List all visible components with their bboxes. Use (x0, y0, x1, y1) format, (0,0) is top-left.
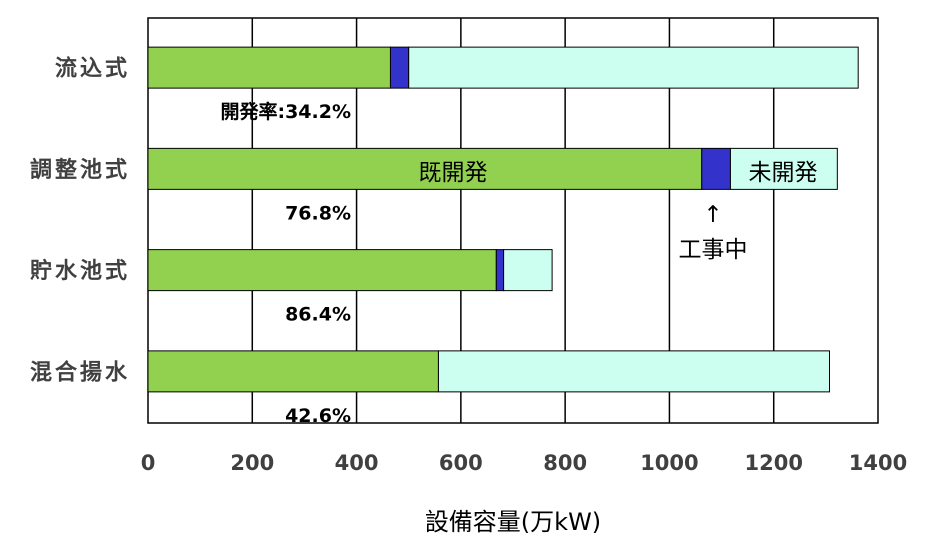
development-rate-label: 開発率:34.2% (220, 100, 351, 123)
developed-in-bar-label: 既開発 (419, 160, 488, 186)
bar-segment-under-construction (495, 249, 505, 292)
x-tick-label: 1000 (640, 451, 698, 475)
x-axis-title: 設備容量(万kW) (425, 508, 601, 536)
x-tick-label: 400 (335, 451, 379, 475)
bars (147, 46, 859, 393)
bar-segment-undeveloped (437, 350, 831, 393)
bar-segment-undeveloped (503, 249, 553, 292)
category-label: 混合揚水 (30, 359, 130, 385)
under-construction-arrow: ↑ (703, 202, 722, 228)
x-tick-label: 800 (543, 451, 587, 475)
x-tick-label: 1200 (744, 451, 802, 475)
bar-segment-under-construction (701, 147, 731, 190)
x-tick-labels: 0 200 400 600 800 1000 1200 1400 (141, 451, 908, 475)
bar-segment-undeveloped (408, 46, 859, 89)
undeveloped-in-bar-label: 未開発 (749, 160, 818, 186)
bar-segment-developed (147, 46, 391, 89)
category-label: 調整池式 (30, 157, 130, 183)
category-label: 流込式 (55, 56, 130, 82)
bar-segment-developed (147, 249, 497, 292)
development-rate-label: 42.6% (285, 405, 351, 427)
x-tick-label: 1400 (849, 451, 907, 475)
development-rate-label: 76.8% (285, 202, 351, 224)
category-label: 貯水池式 (30, 258, 130, 284)
under-construction-label: 工事中 (679, 237, 748, 263)
development-rate-label: 86.4% (285, 304, 351, 326)
bar-segment-developed (147, 350, 439, 393)
rate-labels: 開発率:34.2% 76.8% 86.4% 42.6% (220, 100, 351, 427)
x-tick-label: 600 (439, 451, 483, 475)
x-tick-label: 0 (141, 451, 156, 475)
x-tick-label: 200 (230, 451, 274, 475)
bar-segment-under-construction (389, 46, 410, 89)
bar-segment-developed (147, 147, 703, 190)
bar-segment-undeveloped (729, 147, 838, 190)
